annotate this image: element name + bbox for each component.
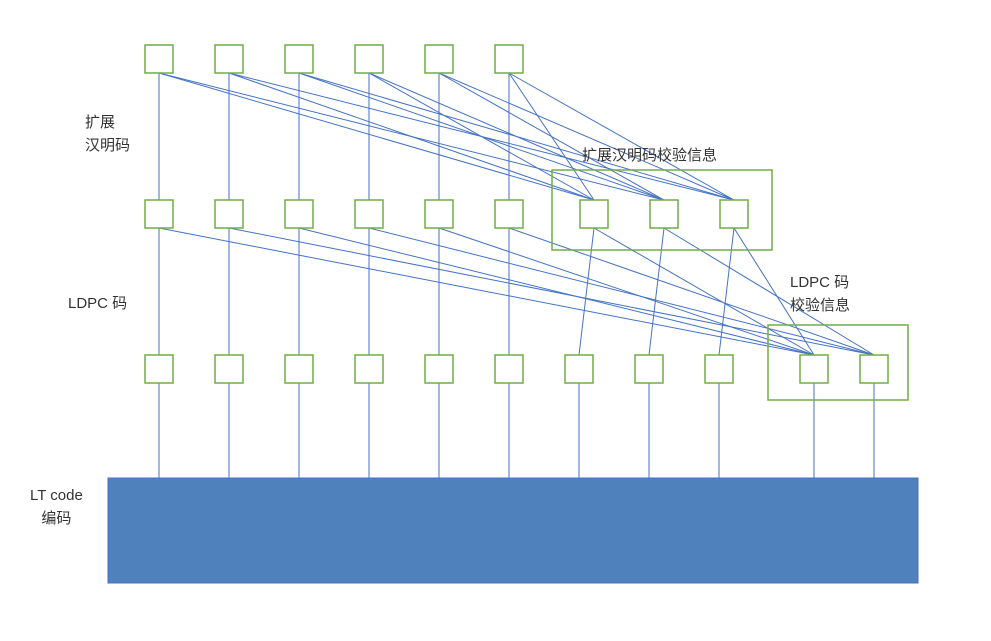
label-ldpc: LDPC 码 bbox=[68, 293, 127, 316]
diagram-svg bbox=[0, 0, 991, 641]
label-ext-hamming-check-text: 扩展汉明码校验信息 bbox=[582, 147, 717, 164]
label-lt-code-l2: 编码 bbox=[30, 508, 83, 531]
label-ldpc-check: LDPC 码 校验信息 bbox=[790, 272, 850, 317]
diagram-container: 扩展 汉明码 LDPC 码 LT code 编码 扩展汉明码校验信息 LDPC … bbox=[0, 0, 991, 641]
label-ldpc-check-l1: LDPC 码 bbox=[790, 272, 850, 295]
label-ldpc-check-l2: 校验信息 bbox=[790, 295, 850, 318]
label-lt-code-l1: LT code bbox=[30, 485, 83, 508]
label-ext-hamming: 扩展 汉明码 bbox=[85, 112, 130, 157]
label-ext-hamming-check: 扩展汉明码校验信息 bbox=[582, 145, 717, 168]
label-ldpc-text: LDPC 码 bbox=[68, 295, 127, 312]
label-lt-code: LT code 编码 bbox=[30, 485, 83, 530]
label-ext-hamming-l2: 汉明码 bbox=[85, 135, 130, 158]
label-ext-hamming-l1: 扩展 bbox=[85, 112, 130, 135]
